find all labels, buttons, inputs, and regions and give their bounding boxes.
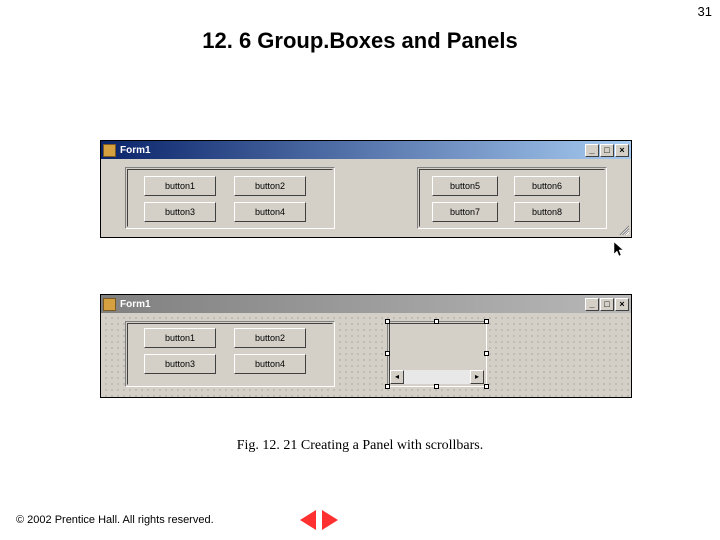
resize-handle[interactable]	[434, 384, 439, 389]
button-3[interactable]: button3	[144, 354, 216, 374]
scroll-left-button[interactable]: ◂	[390, 370, 404, 384]
close-button[interactable]: ×	[615, 298, 629, 311]
minimize-button[interactable]: _	[585, 144, 599, 157]
resize-handle[interactable]	[385, 384, 390, 389]
button-4[interactable]: button4	[234, 354, 306, 374]
resize-handle[interactable]	[434, 319, 439, 324]
next-arrow-icon[interactable]	[322, 510, 338, 530]
right-panel-selected[interactable]: ◂ ▸	[387, 321, 487, 387]
left-panel: button1 button2 button3 button4	[125, 167, 335, 229]
window-body: button1 button2 button3 button4 ◂ ▸	[101, 313, 631, 397]
maximize-button[interactable]: □	[600, 144, 614, 157]
app-icon	[103, 298, 116, 311]
button-3[interactable]: button3	[144, 202, 216, 222]
button-1[interactable]: button1	[144, 328, 216, 348]
copyright-text: © 2002 Prentice Hall. All rights reserve…	[16, 514, 214, 526]
resize-handle[interactable]	[484, 319, 489, 324]
window-title: Form1	[120, 299, 151, 310]
left-panel: button1 button2 button3 button4	[125, 321, 335, 387]
size-grip[interactable]	[617, 223, 629, 235]
window-form1-b: Form1 _ □ × button1 button2 button3 butt…	[100, 294, 632, 398]
section-heading: 12. 6 Group.Boxes and Panels	[0, 28, 720, 54]
nav-arrows	[300, 510, 338, 530]
button-2[interactable]: button2	[234, 176, 306, 196]
button-7[interactable]: button7	[432, 202, 498, 222]
right-panel: button5 button6 button7 button8	[417, 167, 607, 229]
resize-handle[interactable]	[484, 351, 489, 356]
resize-handle[interactable]	[385, 351, 390, 356]
button-2[interactable]: button2	[234, 328, 306, 348]
figure-caption: Fig. 12. 21 Creating a Panel with scroll…	[0, 438, 720, 454]
button-5[interactable]: button5	[432, 176, 498, 196]
button-1[interactable]: button1	[144, 176, 216, 196]
horizontal-scrollbar[interactable]: ◂ ▸	[390, 370, 484, 384]
cursor-icon	[614, 242, 626, 258]
resize-handle[interactable]	[484, 384, 489, 389]
button-8[interactable]: button8	[514, 202, 580, 222]
resize-handle[interactable]	[385, 319, 390, 324]
maximize-button[interactable]: □	[600, 298, 614, 311]
prev-arrow-icon[interactable]	[300, 510, 316, 530]
button-4[interactable]: button4	[234, 202, 306, 222]
window-title: Form1	[120, 145, 151, 156]
window-body: button1 button2 button3 button4 button5 …	[101, 159, 631, 237]
close-button[interactable]: ×	[615, 144, 629, 157]
titlebar: Form1 _ □ ×	[101, 141, 631, 159]
button-6[interactable]: button6	[514, 176, 580, 196]
scroll-right-button[interactable]: ▸	[470, 370, 484, 384]
minimize-button[interactable]: _	[585, 298, 599, 311]
page-number: 31	[698, 4, 712, 19]
titlebar: Form1 _ □ ×	[101, 295, 631, 313]
app-icon	[103, 144, 116, 157]
window-form1-a: Form1 _ □ × button1 button2 button3 butt…	[100, 140, 632, 238]
